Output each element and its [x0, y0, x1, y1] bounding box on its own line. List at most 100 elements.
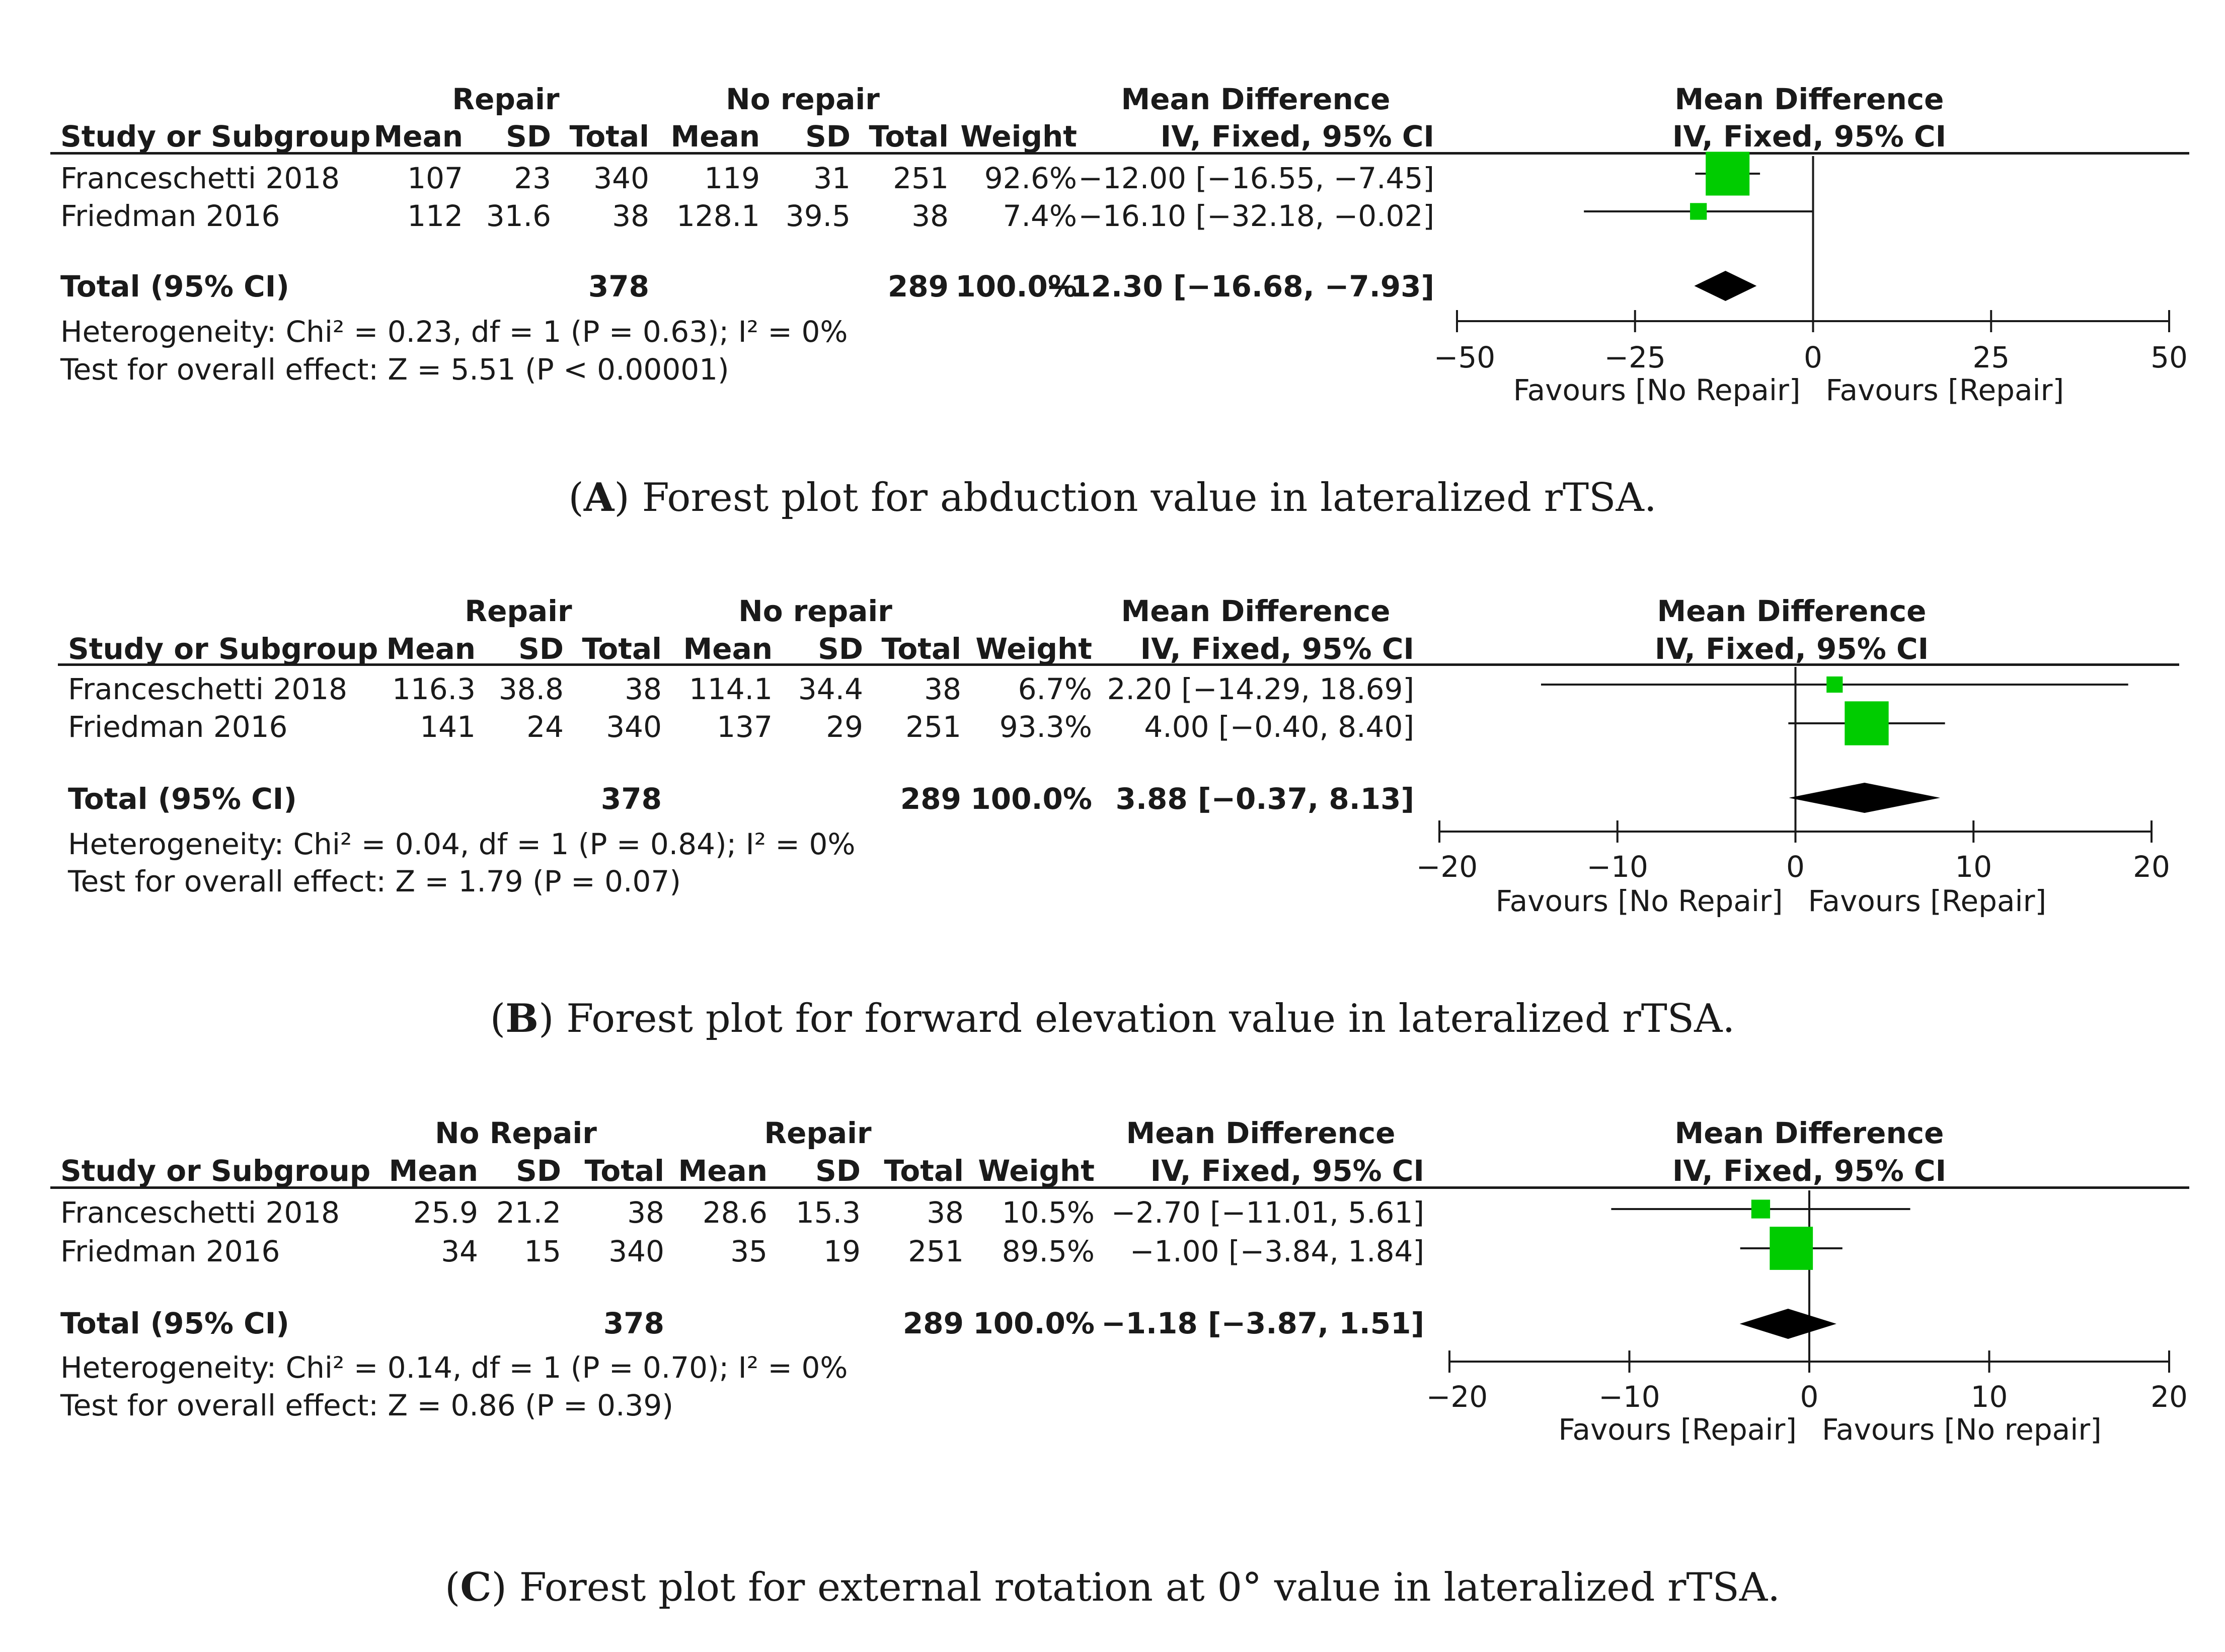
- total-n2: 289: [887, 269, 949, 304]
- heterogeneity: Heterogeneity: Chi² = 0.14, df = 1 (P = …: [60, 1350, 848, 1385]
- caption-letter: B: [505, 996, 539, 1041]
- weight: 6.7%: [1018, 672, 1092, 706]
- md-header: Mean Difference: [1121, 82, 1391, 116]
- x-tick-label: −10: [1598, 1380, 1660, 1414]
- md-plot-header: Mean Difference: [1674, 82, 1944, 116]
- caption-paren: (: [444, 1565, 461, 1610]
- study-name: Franceschetti 2018: [68, 672, 348, 706]
- mean-1: 116.3: [392, 672, 476, 706]
- total-2: 251: [905, 710, 961, 744]
- x-tick-label: 0: [1786, 850, 1805, 884]
- sd-2: 29: [826, 710, 863, 744]
- col-study: Study or Subgroup: [60, 119, 371, 154]
- col-total-2: Total: [881, 632, 961, 666]
- sd-2: 31: [813, 161, 851, 195]
- col-weight: Weight: [978, 1154, 1095, 1188]
- md-header: Mean Difference: [1126, 1116, 1396, 1150]
- total-label: Total (95% CI): [68, 782, 297, 816]
- sd-1: 24: [526, 710, 564, 744]
- x-tick-label: 20: [2151, 1380, 2188, 1414]
- mean-difference-ci: −16.10 [−32.18, −0.02]: [1078, 199, 1434, 233]
- study-estimate-square: [1770, 1227, 1813, 1270]
- caption-letter: C: [460, 1564, 492, 1610]
- col-weight: Weight: [960, 119, 1077, 154]
- x-tick-label: 20: [2133, 850, 2170, 884]
- x-tick-label: −50: [1434, 340, 1495, 374]
- total-n2: 289: [900, 782, 961, 816]
- total-n1: 378: [588, 269, 649, 304]
- caption-text: ) Forest plot for abduction value in lat…: [614, 475, 1657, 520]
- col-mean-2: Mean: [670, 119, 760, 154]
- x-tick-label: 10: [1971, 1380, 2008, 1414]
- col-mean-1: Mean: [386, 632, 476, 666]
- overall-effect: Test for overall effect: Z = 5.51 (P < 0…: [60, 352, 729, 387]
- group2-header: Repair: [764, 1116, 872, 1150]
- mean-1: 25.9: [413, 1195, 478, 1230]
- mean-1: 112: [407, 199, 463, 233]
- sd-2: 19: [823, 1234, 861, 1268]
- total-1: 340: [606, 710, 662, 744]
- total-label: Total (95% CI): [60, 269, 289, 304]
- weight: 93.3%: [999, 710, 1092, 744]
- study-name: Franceschetti 2018: [60, 1195, 340, 1230]
- mean-2: 137: [717, 710, 773, 744]
- col-ci: IV, Fixed, 95% CI: [1160, 119, 1434, 154]
- favours-left-label: Favours [Repair]: [1558, 1412, 1797, 1447]
- col-study: Study or Subgroup: [60, 1154, 371, 1188]
- mean-1: 141: [420, 710, 476, 744]
- study-name: Friedman 2016: [68, 710, 288, 744]
- study-name: Friedman 2016: [60, 1234, 280, 1268]
- favours-left-label: Favours [No Repair]: [1496, 884, 1783, 918]
- total-n1: 378: [600, 782, 662, 816]
- x-tick-label: 0: [1804, 340, 1822, 374]
- x-tick-label: −10: [1587, 850, 1648, 884]
- pooled-estimate-diamond: [1789, 783, 1941, 813]
- pooled-estimate-diamond: [1694, 271, 1757, 301]
- study-name: Franceschetti 2018: [60, 161, 340, 195]
- total-n2: 289: [902, 1306, 964, 1340]
- total-1: 340: [593, 161, 649, 195]
- col-study: Study or Subgroup: [68, 632, 378, 666]
- heterogeneity: Heterogeneity: Chi² = 0.23, df = 1 (P = …: [60, 315, 848, 349]
- total-1: 38: [625, 672, 662, 706]
- col-sd-1: SD: [518, 632, 564, 666]
- total-weight: 100.0%: [973, 1306, 1095, 1340]
- mean-2: 114.1: [688, 672, 773, 706]
- col-plot-ci: IV, Fixed, 95% CI: [1654, 632, 1929, 666]
- total-2: 38: [924, 672, 961, 706]
- overall-effect: Test for overall effect: Z = 0.86 (P = 0…: [60, 1388, 673, 1422]
- weight: 10.5%: [1002, 1195, 1095, 1230]
- figure-caption: (B) Forest plot for forward elevation va…: [0, 996, 2225, 1041]
- x-tick-label: −25: [1604, 340, 1666, 374]
- study-estimate-square: [1690, 203, 1707, 220]
- col-total-2: Total: [884, 1154, 964, 1188]
- total-1: 38: [627, 1195, 664, 1230]
- total-2: 251: [893, 161, 949, 195]
- mean-2: 119: [704, 161, 760, 195]
- total-weight: 100.0%: [955, 269, 1077, 304]
- total-1: 340: [608, 1234, 664, 1268]
- total-2: 38: [927, 1195, 964, 1230]
- sd-1: 31.6: [486, 199, 551, 233]
- study-estimate-square: [1845, 701, 1889, 745]
- caption-letter: A: [583, 475, 615, 520]
- col-mean-1: Mean: [373, 119, 463, 154]
- sd-2: 34.4: [798, 672, 863, 706]
- group1-header: Repair: [465, 594, 572, 628]
- md-header: Mean Difference: [1121, 594, 1391, 628]
- figure-caption: (A) Forest plot for abduction value in l…: [0, 475, 2225, 520]
- total-ci: −1.18 [−3.87, 1.51]: [1101, 1306, 1424, 1340]
- col-sd-2: SD: [815, 1154, 861, 1188]
- col-sd-2: SD: [805, 119, 851, 154]
- study-name: Friedman 2016: [60, 199, 280, 233]
- col-total-2: Total: [869, 119, 949, 154]
- mean-2: 28.6: [702, 1195, 768, 1230]
- sd-2: 15.3: [795, 1195, 861, 1230]
- col-ci: IV, Fixed, 95% CI: [1140, 632, 1414, 666]
- col-sd-1: SD: [506, 119, 551, 154]
- study-estimate-square: [1706, 152, 1750, 196]
- col-mean-2: Mean: [678, 1154, 768, 1188]
- mean-2: 35: [730, 1234, 768, 1268]
- header-rule: [50, 152, 2189, 155]
